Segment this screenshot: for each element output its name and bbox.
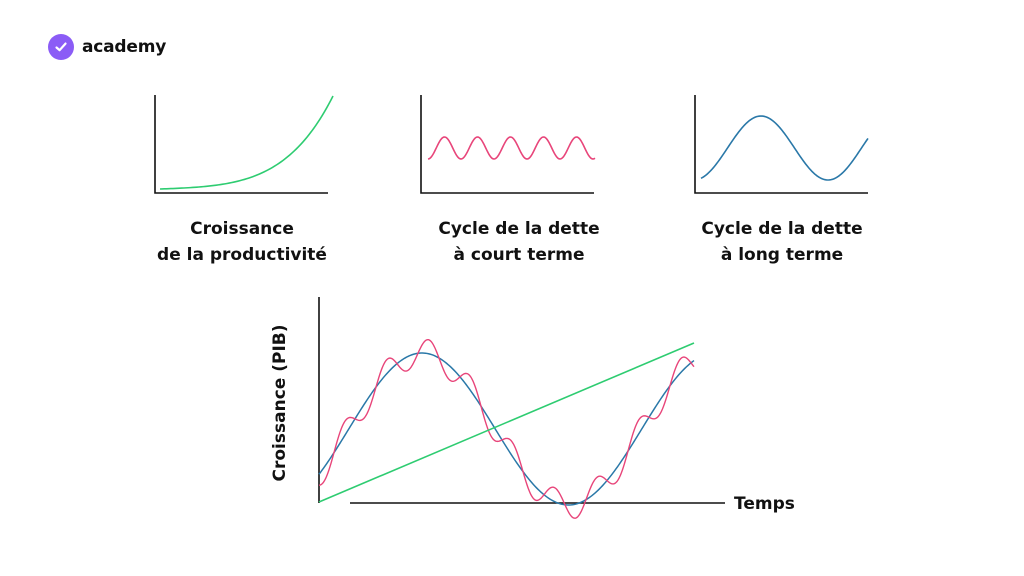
panel-long-term-debt: [694, 95, 869, 194]
panel-short-term-debt: [420, 95, 596, 194]
brand-name: academy: [82, 37, 167, 57]
caption-long-term-debt-line1: Cycle de la dette: [701, 219, 863, 239]
caption-productivity-line1: Croissance: [190, 219, 294, 239]
combined-short-term-curve: [318, 338, 695, 519]
caption-long-term-debt-line2: à long terme: [720, 245, 844, 265]
panel-productivity-axes: [154, 95, 328, 194]
caption-short-term-debt-line2: à court terme: [453, 245, 585, 265]
productivity-curve: [159, 95, 334, 190]
caption-productivity: Croissance de la productivité: [112, 216, 372, 268]
long-term-debt-curve: [700, 115, 869, 181]
combined-chart: Croissance (PIB) Temps: [270, 297, 795, 519]
caption-short-term-debt-line1: Cycle de la dette: [438, 219, 600, 239]
brand-logo: [48, 34, 74, 60]
caption-short-term-debt: Cycle de la dette à court terme: [389, 216, 649, 268]
combined-productivity-line: [318, 342, 695, 503]
combined-long-term-curve: [318, 352, 695, 506]
short-term-debt-curve: [427, 136, 596, 160]
brand: academy: [48, 34, 166, 60]
panel-productivity: [154, 95, 334, 194]
y-axis-label: Croissance (PIB): [270, 325, 290, 482]
panel-long-term-debt-axes: [694, 95, 868, 194]
caption-long-term-debt: Cycle de la dette à long terme: [652, 216, 912, 268]
x-axis-label: Temps: [734, 494, 795, 514]
panel-short-term-debt-axes: [420, 95, 594, 194]
caption-productivity-line2: de la productivité: [157, 245, 327, 265]
check-icon: [55, 42, 67, 52]
